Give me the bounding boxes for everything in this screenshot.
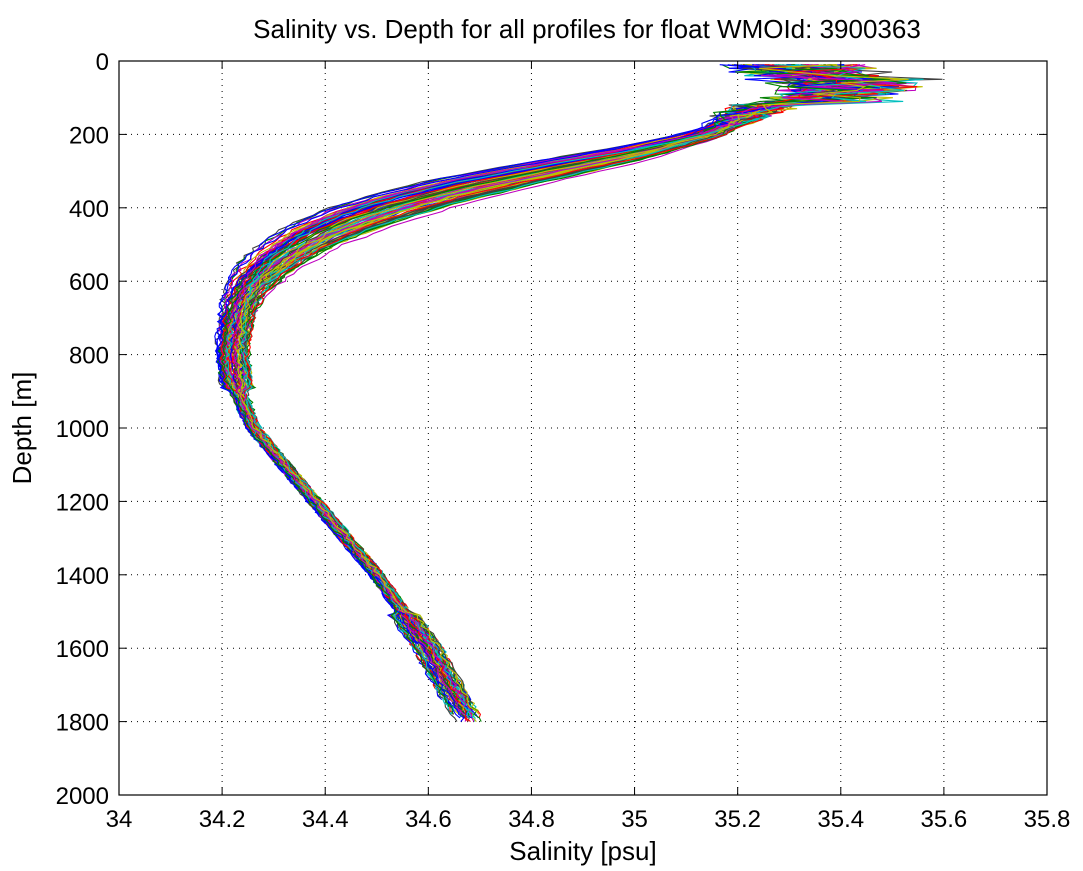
y-tick-labels: 0 200 400 600 800 1000 1200 1400 1600 1800 2000 [56, 49, 109, 810]
profile-line [221, 64, 847, 704]
x-tick-label: 35 [621, 806, 648, 833]
profile-line [216, 64, 861, 719]
x-tick-label: 35.8 [1024, 806, 1071, 833]
profile-line [224, 64, 845, 701]
x-tick-label: 35.6 [921, 806, 968, 833]
profile-line [235, 64, 906, 715]
profile-line [219, 64, 842, 700]
x-tick-label: 35.4 [817, 806, 864, 833]
profile-line [231, 64, 897, 708]
y-axis-label: Depth [m] [7, 372, 37, 485]
x-tick-label: 34.6 [405, 806, 452, 833]
y-tick-label: 0 [96, 49, 109, 76]
x-tick-label: 34.2 [199, 806, 246, 833]
y-tick-label: 1200 [56, 489, 109, 516]
y-tick-label: 1600 [56, 636, 109, 663]
x-tick-label: 34 [106, 806, 133, 833]
profile-line [214, 64, 875, 701]
chart-title: Salinity vs. Depth for all profiles for … [253, 14, 921, 44]
x-axis-label: Salinity [psu] [509, 836, 656, 866]
axis-ticks [118, 60, 1048, 796]
y-tick-label: 600 [69, 269, 109, 296]
x-tick-label: 35.2 [714, 806, 761, 833]
y-tick-label: 1000 [56, 416, 109, 443]
x-tick-labels: 34 34.2 34.4 34.6 34.8 35 35.2 35.4 35.6 35.8 [106, 806, 1071, 833]
profile-line [239, 64, 904, 719]
y-tick-label: 1400 [56, 563, 109, 590]
x-tick-label: 34.4 [302, 806, 349, 833]
grid-lines [119, 61, 1047, 795]
profile-lines [214, 64, 943, 723]
profile-line [243, 64, 918, 704]
profile-line [221, 64, 891, 715]
profile-line [224, 64, 842, 701]
y-tick-label: 2000 [56, 783, 109, 810]
y-tick-label: 400 [69, 196, 109, 223]
y-tick-label: 200 [69, 122, 109, 149]
y-tick-label: 800 [69, 343, 109, 370]
profile-line [219, 64, 851, 704]
y-tick-label: 1800 [56, 710, 109, 737]
x-tick-label: 34.8 [508, 806, 555, 833]
